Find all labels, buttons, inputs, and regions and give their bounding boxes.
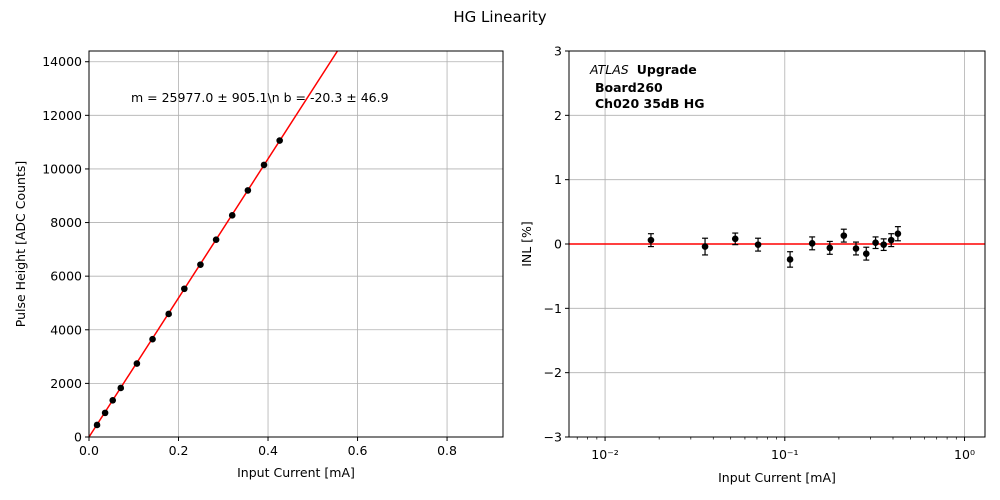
right-data-point [852,245,860,252]
left-y-tick-label: 12000 [42,108,82,123]
right-y-axis-label: INL [%] [519,221,534,267]
left-y-tick-label: 8000 [50,215,82,230]
right-x-tick-label: 10⁰ [954,447,975,462]
right-data-point [808,240,816,247]
left-data-point [117,384,125,392]
left-x-tick-label: 0.6 [348,443,368,458]
right-data-point [786,256,794,263]
annotation-upgrade: Upgrade [637,62,697,77]
linear-fit-line [88,50,339,438]
left-y-tick-label: 2000 [50,376,82,391]
annotation-atlas: ATLAS [589,62,629,77]
left-y-tick-label: 4000 [50,322,82,337]
right-data-point [887,236,895,244]
right-y-tick-label: 0 [554,237,562,252]
left-data-point [93,421,101,429]
left-data-point [276,137,283,144]
right-y-tick-label: 2 [554,108,562,123]
annotation-channel: Ch020 35dB HG [595,96,704,111]
left-data-point [197,261,204,268]
left-chart: 0.0 0.2 0.4 0.6 0.8 0 2000 4000 6000 8000 10000 120… [13,50,504,480]
right-data-point [754,241,762,248]
right-data-point [880,241,887,248]
left-y-axis-label: Pulse Height [ADC Counts] [13,161,28,327]
left-data-point [212,236,220,244]
right-data-point [840,232,848,239]
left-data-point [149,335,156,343]
left-y-tick-label: 14000 [42,54,82,69]
left-data-point [109,396,117,404]
left-x-tick-label: 0.8 [437,443,457,458]
right-data-point [826,244,834,252]
left-x-tick-label: 0.0 [79,443,99,458]
figure-title: HG Linearity [453,8,546,26]
right-y-tick-label: −2 [544,365,562,380]
left-x-tick-label: 0.2 [169,443,189,458]
left-annotation: m = 25977.0 ± 905.1\n b = -20.3 ± 46.9 [131,90,389,105]
right-data-point [701,243,709,250]
left-y-tick-label: 0 [74,430,82,445]
right-y-tick-label: 1 [554,172,562,187]
left-x-tick-label: 0.4 [258,443,278,458]
left-plot-frame [88,50,504,438]
right-data-point [894,230,902,238]
right-x-tick-label: 10⁻¹ [771,447,799,462]
right-data-point [872,239,879,247]
left-y-tick-label: 10000 [42,161,82,176]
annotation-board: Board260 [595,80,663,95]
right-y-tick-label: −3 [544,430,562,445]
right-y-tick-label: 3 [554,44,562,59]
left-data-point [133,360,141,367]
right-data-point [647,236,655,244]
left-data-point [244,187,252,194]
left-y-tick-label: 6000 [50,269,82,284]
right-data-point [731,235,739,243]
right-chart: 10⁻² 10⁻¹ 10⁰ −3 −2 −1 0 1 2 3 ATLAS Upgrade Boar… [519,44,986,485]
left-data-point [260,161,268,169]
right-x-axis-label: Input Current [mA] [718,470,836,485]
left-data-point [228,212,236,219]
left-data-point [165,310,172,318]
left-data-point [101,409,109,417]
right-data-point [862,250,870,257]
left-data-point [181,285,188,293]
right-y-tick-label: −1 [544,301,562,316]
left-x-axis-label: Input Current [mA] [237,465,355,480]
right-annotation: ATLAS Upgrade [589,62,697,77]
right-x-tick-label: 10⁻² [591,447,619,462]
